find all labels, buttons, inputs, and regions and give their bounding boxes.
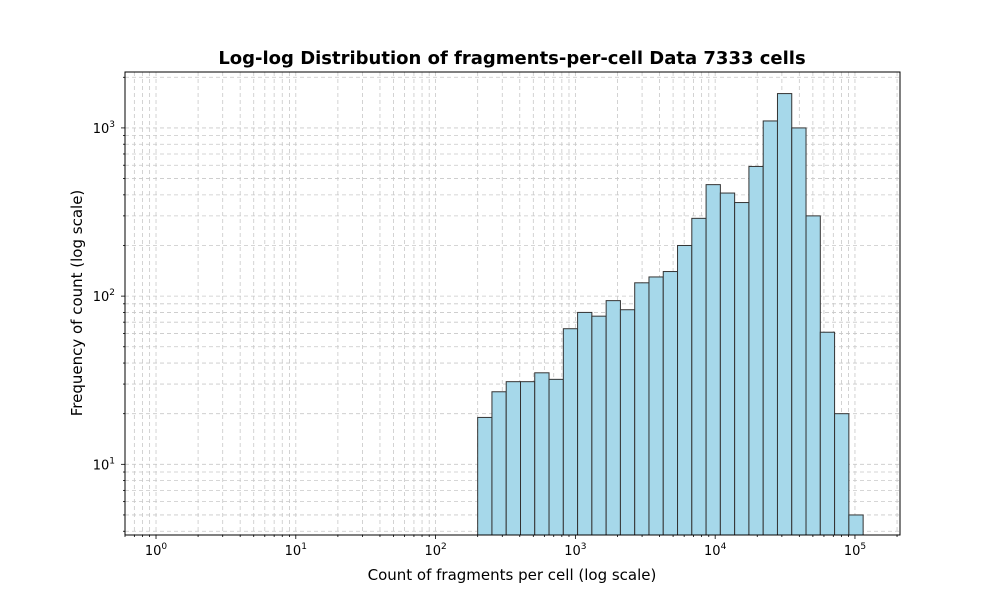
histogram-bar [791, 127, 807, 536]
y-axis-label: Frequency of count (log scale) [68, 190, 86, 417]
axis-ticks: 100 101 102 103 104 105 101 102 103 [93, 76, 898, 559]
histogram-bar [819, 331, 836, 536]
y-tick-label: 103 [93, 120, 115, 137]
histogram-bar [520, 381, 536, 536]
histogram-bar [491, 391, 507, 536]
y-tick-label: 102 [93, 288, 115, 305]
x-tick-label: 105 [844, 542, 866, 559]
x-tick-label: 103 [564, 542, 586, 559]
histogram-bar [734, 202, 750, 536]
x-tick-label: 102 [424, 542, 446, 559]
histogram-bar [776, 93, 793, 536]
histogram-bar [619, 309, 636, 536]
x-axis-label: Count of fragments per cell (log scale) [368, 566, 657, 584]
histogram-bar [748, 165, 764, 536]
histogram-bar [834, 413, 850, 536]
histogram-bar [719, 192, 736, 536]
histogram-bar [677, 244, 693, 536]
histogram-bar [534, 372, 550, 536]
histogram-bars [477, 93, 864, 536]
histogram-bar [691, 217, 707, 536]
histogram-bar [805, 215, 821, 536]
histogram-bar [634, 282, 650, 536]
histogram-bar [605, 300, 621, 536]
histogram-bar [662, 271, 679, 536]
histogram-bar [477, 416, 493, 536]
histogram-bar [562, 328, 579, 536]
x-tick-label: 104 [704, 542, 727, 559]
x-tick-label: 100 [145, 542, 168, 559]
histogram-bar [505, 381, 522, 536]
histogram-bar [548, 378, 564, 536]
histogram-bar [705, 184, 721, 536]
histogram-bar [577, 311, 593, 536]
y-tick-label: 101 [93, 456, 115, 473]
histogram-bar [762, 120, 778, 536]
x-tick-label: 101 [285, 542, 307, 559]
chart-title: Log-log Distribution of fragments-per-ce… [218, 48, 805, 69]
histogram-bar [648, 276, 664, 536]
histogram-bar [591, 315, 607, 536]
histogram-bar [848, 514, 864, 536]
